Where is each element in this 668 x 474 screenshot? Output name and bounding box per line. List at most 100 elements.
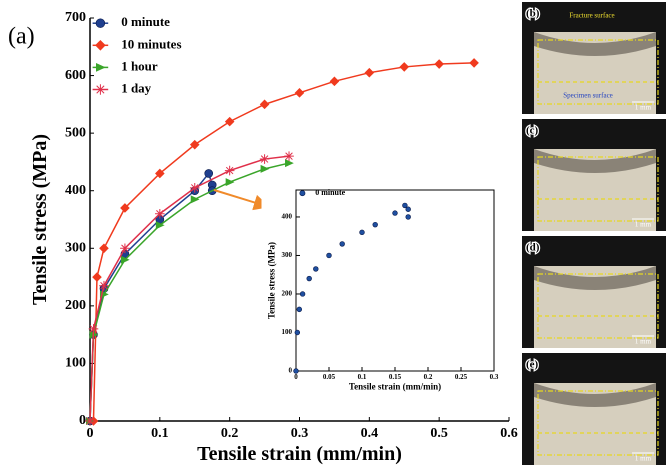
marker bbox=[339, 241, 345, 247]
marker bbox=[155, 168, 165, 179]
marker bbox=[260, 164, 270, 173]
marker bbox=[204, 169, 214, 178]
marker bbox=[120, 203, 130, 213]
x-tick-label: 0 bbox=[294, 373, 298, 381]
y-tick-label: 100 bbox=[65, 356, 86, 371]
x-tick-label: 0.05 bbox=[323, 373, 336, 381]
marker bbox=[95, 40, 106, 51]
marker bbox=[155, 208, 165, 219]
y-tick-label: 100 bbox=[282, 328, 293, 336]
x-tick-label: 0 bbox=[87, 426, 94, 441]
series-line bbox=[89, 162, 290, 422]
panel-label: (a) bbox=[8, 24, 35, 50]
marker bbox=[402, 202, 408, 209]
legend-label: 1 day bbox=[121, 80, 151, 95]
marker bbox=[92, 272, 102, 282]
panel-label: (c) bbox=[526, 125, 539, 137]
marker bbox=[299, 291, 306, 297]
marker bbox=[294, 88, 305, 98]
marker bbox=[299, 190, 306, 197]
marker bbox=[88, 324, 99, 334]
marker bbox=[306, 275, 312, 282]
marker bbox=[224, 165, 235, 176]
y-tick-label: 200 bbox=[65, 298, 86, 313]
x-axis-title: Tensile strain (mm/min) bbox=[197, 443, 402, 465]
photo-panels: (b) 1 mm Fracture surface Specimen surface (… bbox=[522, 2, 666, 465]
marker bbox=[95, 84, 106, 95]
marker bbox=[120, 243, 130, 254]
y-tick-label: 0 bbox=[289, 367, 293, 375]
fracture-band bbox=[534, 32, 656, 56]
series-line bbox=[92, 62, 475, 422]
marker bbox=[326, 252, 332, 259]
legend-label: 0 minute bbox=[121, 14, 170, 29]
panel-label: (d) bbox=[526, 242, 540, 254]
fracture-band bbox=[534, 149, 656, 173]
marker bbox=[405, 206, 411, 212]
y-axis-title: Tensile stress (MPa) bbox=[266, 242, 276, 319]
x-tick-label: 0.25 bbox=[455, 373, 468, 381]
marker bbox=[285, 159, 294, 168]
y-tick-label: 500 bbox=[65, 125, 86, 140]
marker bbox=[120, 255, 130, 264]
inset-chart: 0 100 200 300 400 0 0.05 0.1 0.15 0.2 0.25 0.3 Tensi… bbox=[266, 188, 498, 391]
marker bbox=[399, 62, 410, 72]
marker bbox=[392, 210, 398, 216]
x-tick-label: 0.2 bbox=[221, 426, 239, 441]
marker bbox=[189, 183, 200, 193]
x-tick-label: 0.3 bbox=[291, 426, 309, 441]
marker bbox=[313, 266, 319, 272]
marker bbox=[284, 151, 294, 161]
marker bbox=[155, 221, 165, 230]
y-tick-label: 300 bbox=[65, 241, 86, 256]
marker bbox=[225, 178, 235, 187]
marker bbox=[259, 154, 270, 164]
region-box bbox=[537, 156, 659, 222]
main-chart: 0 100 200 300 400 500 600 700 0 0.1 0.2 0.3 0.4 0.5 0.… bbox=[8, 10, 518, 465]
fracture-band bbox=[534, 383, 656, 407]
x-tick-label: 0.6 bbox=[500, 426, 518, 441]
scale-bar-label: 1 mm bbox=[635, 221, 652, 229]
y-tick-label: 400 bbox=[282, 213, 293, 221]
panel-label: (e) bbox=[526, 359, 539, 371]
y-axis-title: Tensile stress (MPa) bbox=[29, 134, 51, 305]
y-tick-label: 700 bbox=[65, 10, 86, 25]
y-tick-label: 600 bbox=[65, 68, 86, 83]
marker bbox=[99, 280, 109, 291]
scale-bar-label: 1 mm bbox=[635, 455, 652, 463]
marker bbox=[359, 229, 365, 236]
scale-bar-label: 1 mm bbox=[635, 338, 652, 346]
y-tick-label: 300 bbox=[282, 251, 293, 259]
photo-annotation: Specimen surface bbox=[563, 92, 613, 100]
scale-bar-label: 1 mm bbox=[635, 104, 652, 112]
region-box bbox=[537, 39, 659, 105]
x-axis-title: Tensile strain (mm/min) bbox=[349, 381, 441, 391]
arrow bbox=[213, 189, 270, 211]
marker bbox=[85, 416, 95, 426]
x-tick-label: 0.3 bbox=[490, 373, 499, 381]
x-tick-label: 0.1 bbox=[151, 426, 169, 441]
marker bbox=[364, 67, 375, 78]
fracture-band bbox=[534, 266, 656, 290]
marker bbox=[259, 99, 270, 110]
marker bbox=[99, 243, 109, 254]
x-tick-label: 0.15 bbox=[389, 373, 402, 381]
marker bbox=[190, 195, 200, 204]
marker bbox=[293, 368, 299, 374]
legend-label: 10 minutes bbox=[121, 36, 181, 51]
panel-label: (b) bbox=[526, 8, 540, 20]
y-tick-label: 400 bbox=[65, 183, 86, 198]
marker bbox=[294, 329, 301, 336]
marker bbox=[95, 18, 106, 28]
x-tick-label: 0.5 bbox=[430, 426, 448, 441]
region-box bbox=[537, 273, 659, 339]
marker bbox=[405, 214, 411, 220]
legend-label: 1 hour bbox=[121, 58, 158, 73]
marker bbox=[189, 139, 200, 150]
x-tick-label: 0.1 bbox=[358, 373, 367, 381]
marker bbox=[96, 63, 106, 72]
marker bbox=[469, 58, 479, 68]
marker bbox=[329, 76, 340, 87]
series-line bbox=[89, 171, 213, 422]
